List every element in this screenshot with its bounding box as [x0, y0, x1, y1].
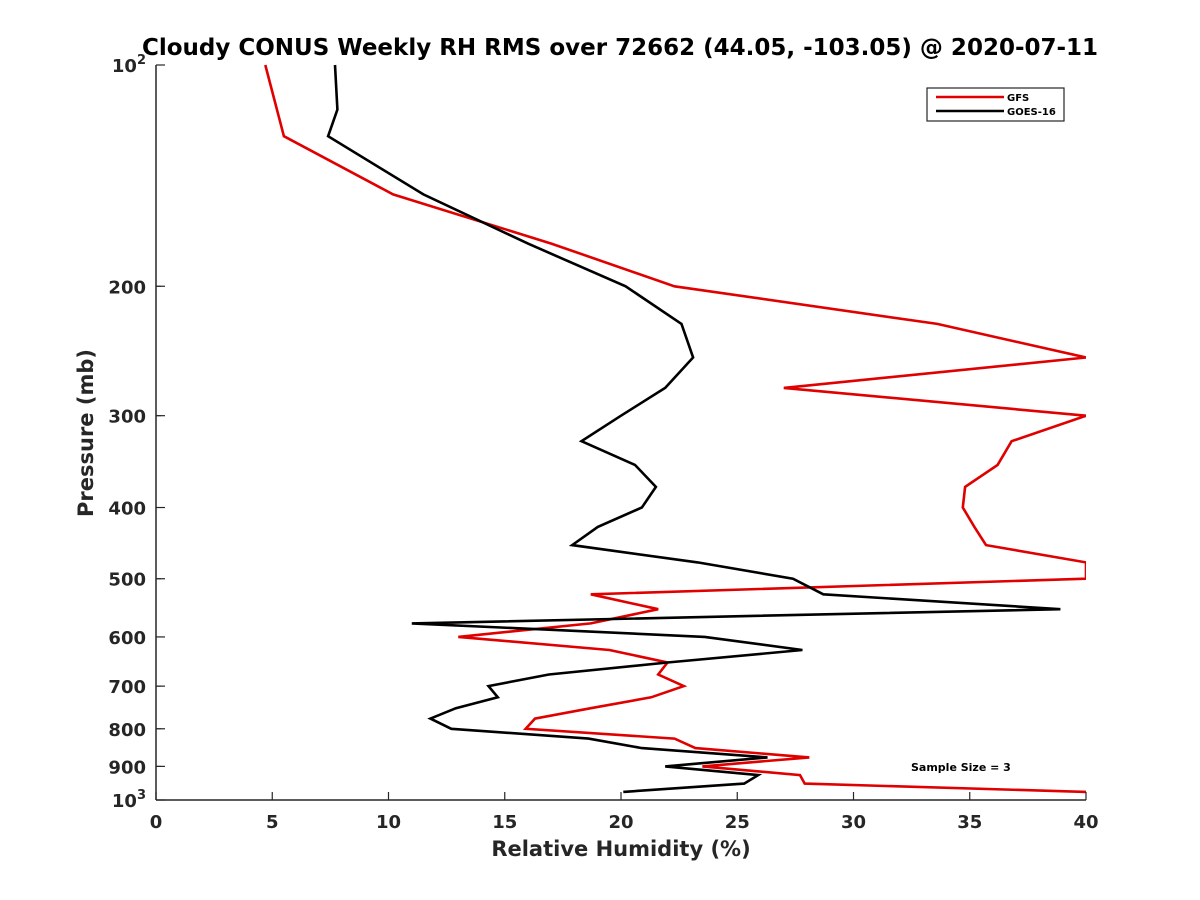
- x-tick-label: 25: [725, 812, 750, 833]
- y-tick-label: 200: [108, 277, 146, 298]
- legend-box: [926, 87, 1065, 122]
- legend: GFS GOES-16: [926, 87, 1065, 122]
- x-tick-label: 40: [1073, 812, 1098, 833]
- y-tick-label: 800: [108, 720, 146, 741]
- series-line-gfs: [264, 64, 1086, 794]
- x-axis-label: Relative Humidity (%): [491, 837, 750, 861]
- x-tick-label: 10: [376, 812, 401, 833]
- y-tick-label: 700: [108, 677, 146, 698]
- series-line-goes16: [326, 64, 1061, 794]
- y-tick-label: 500: [108, 570, 146, 591]
- series-layer: [264, 64, 1086, 794]
- legend-label-goes16: GOES-16: [1007, 107, 1056, 118]
- y-tick-label: 900: [108, 757, 146, 778]
- x-tick-label: 20: [608, 812, 633, 833]
- sample-size-annotation: Sample Size = 3: [911, 761, 1011, 774]
- x-tick-label: 15: [492, 812, 517, 833]
- ticks-layer: 0 5 10 15 20 25 30 35 40 102 200 300 400 500 600 700 800…: [108, 53, 1098, 833]
- y-tick-label: 300: [108, 407, 146, 428]
- y-tick-label: 400: [108, 499, 146, 520]
- y-tick-label: 102: [112, 53, 146, 77]
- x-tick-label: 30: [841, 812, 866, 833]
- legend-label-gfs: GFS: [1007, 93, 1029, 104]
- chart-title: Cloudy CONUS Weekly RH RMS over 72662 (4…: [142, 35, 1098, 61]
- x-tick-label: 5: [266, 812, 279, 833]
- y-axis-label: Pressure (mb): [74, 349, 98, 517]
- x-tick-label: 0: [150, 812, 163, 833]
- x-tick-label: 35: [957, 812, 982, 833]
- y-tick-label: 600: [108, 628, 146, 649]
- y-tick-label: 103: [112, 788, 146, 812]
- plot-area: [155, 65, 1086, 801]
